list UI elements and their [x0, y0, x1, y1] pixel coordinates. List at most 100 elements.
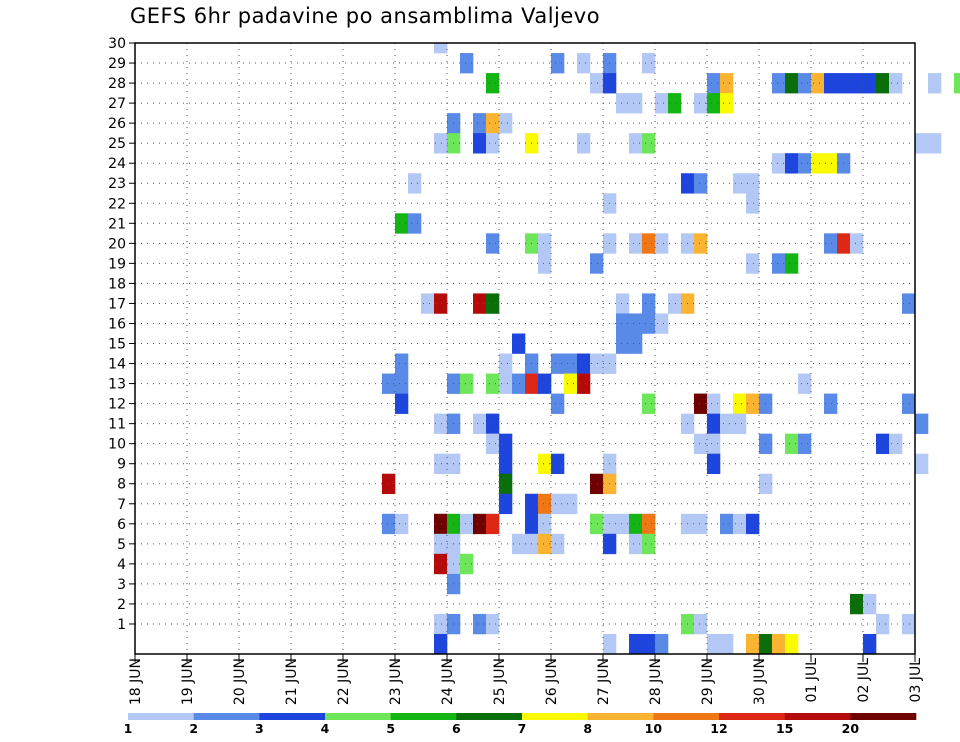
precip-cell	[746, 513, 760, 535]
precip-cell	[720, 73, 734, 94]
legend-swatch	[456, 713, 523, 720]
precip-cell	[720, 633, 734, 655]
precip-cell	[395, 373, 409, 394]
legend-label: 4	[321, 721, 330, 736]
precip-cell	[707, 413, 721, 434]
y-tick-label: 30	[108, 36, 126, 52]
precip-cell	[551, 533, 565, 555]
precip-cell	[642, 233, 656, 254]
x-tick-label: 28 JUN	[648, 658, 664, 705]
precip-cell	[473, 113, 487, 134]
precip-cell	[746, 253, 760, 274]
precip-cell	[434, 453, 448, 475]
precip-cell	[486, 73, 500, 94]
precip-cell	[499, 113, 513, 134]
precip-cell	[746, 193, 760, 214]
legend-label: 1	[124, 721, 133, 736]
precip-cell	[720, 413, 734, 434]
legend-swatch	[587, 713, 654, 720]
precip-cell	[434, 633, 448, 655]
precip-cell	[772, 153, 786, 174]
x-tick-label: 26 JUN	[544, 658, 560, 705]
precip-cell	[655, 93, 669, 114]
x-tick-label: 30 JUN	[752, 658, 768, 705]
precip-cell	[577, 353, 591, 374]
precip-cell	[642, 53, 656, 74]
precip-cell	[434, 533, 448, 555]
precip-cell	[551, 453, 565, 475]
legend-label: 8	[583, 721, 592, 736]
y-tick-label: 14	[108, 357, 126, 373]
precip-cell	[486, 373, 500, 394]
precip-cell	[629, 533, 643, 555]
precip-cell	[551, 493, 565, 515]
precip-cell	[655, 233, 669, 254]
chart-title: GEFS 6hr padavine po ansamblima Valjevo	[130, 4, 601, 28]
legend-label: 5	[386, 721, 395, 736]
precip-cell	[460, 553, 474, 575]
x-tick-label: 03 JUL	[908, 658, 924, 703]
y-tick-label: 4	[117, 557, 126, 573]
precip-cell	[785, 73, 799, 94]
legend-label: 3	[255, 721, 264, 736]
precip-cell	[954, 73, 960, 94]
legend-swatch	[193, 713, 260, 720]
y-tick-label: 27	[108, 96, 126, 112]
precip-cell	[382, 373, 396, 394]
precip-cell	[538, 533, 552, 555]
precip-cell	[395, 353, 409, 374]
y-tick-label: 2	[117, 597, 126, 613]
x-tick-label: 20 JUN	[232, 658, 248, 705]
y-tick-label: 22	[108, 196, 126, 212]
x-tick-label: 18 JUN	[128, 658, 144, 705]
x-tick-label: 24 JUN	[440, 658, 456, 705]
precip-cell	[473, 613, 487, 635]
precip-cell	[538, 373, 552, 394]
precip-cell	[746, 393, 760, 414]
precip-cell	[642, 133, 656, 154]
legend-swatch	[784, 713, 851, 720]
legend-label: 2	[189, 721, 198, 736]
y-tick-label: 3	[117, 577, 126, 593]
precip-cell	[850, 593, 864, 615]
precip-cell	[629, 513, 643, 535]
precip-cell	[655, 633, 669, 655]
y-tick-label: 19	[108, 256, 126, 272]
legend-label: 10	[645, 721, 663, 736]
legend-label: 12	[710, 721, 727, 736]
precip-cell	[473, 413, 487, 434]
precip-cell	[590, 473, 604, 495]
precip-cell	[486, 233, 500, 254]
y-tick-label: 1	[117, 617, 126, 633]
precip-cell	[434, 613, 448, 635]
precip-cell	[785, 153, 799, 174]
precip-cell	[642, 533, 656, 555]
precip-cell	[486, 133, 500, 154]
y-tick-label: 9	[117, 457, 126, 473]
precip-cell	[564, 373, 578, 394]
precip-cell	[460, 373, 474, 394]
y-tick-label: 11	[108, 417, 126, 433]
precip-cell	[928, 133, 942, 154]
precip-cell	[694, 393, 708, 414]
precip-cell	[629, 313, 643, 334]
precip-cell	[707, 393, 721, 414]
precip-cell	[538, 233, 552, 254]
precip-cell	[395, 393, 409, 414]
x-tick-label: 23 JUN	[388, 658, 404, 705]
precip-cell	[863, 633, 877, 655]
precip-cell	[434, 43, 448, 54]
precip-cell	[408, 213, 422, 234]
y-tick-label: 29	[108, 56, 126, 72]
precip-cell	[915, 453, 929, 475]
precip-cell	[655, 313, 669, 334]
y-tick-label: 21	[108, 216, 126, 232]
x-tick-label: 19 JUN	[180, 658, 196, 705]
precip-cell	[512, 333, 526, 354]
precip-cell	[707, 73, 721, 94]
precip-cell	[486, 513, 500, 535]
precip-cell	[460, 513, 474, 535]
precip-cell	[473, 293, 487, 314]
precip-cell	[863, 593, 877, 615]
precip-cell	[629, 633, 643, 655]
